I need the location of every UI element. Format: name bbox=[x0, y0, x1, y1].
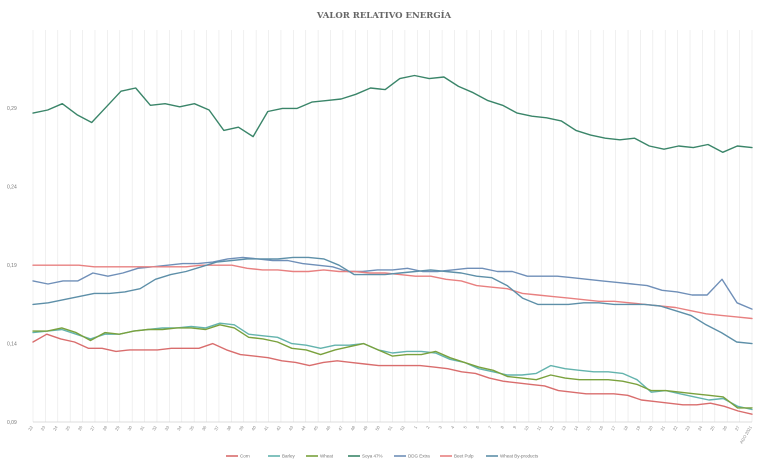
series-line-soya-47 bbox=[32, 74, 753, 154]
x-tick-label: 39 bbox=[238, 424, 245, 431]
y-tick-label: 0,14 bbox=[7, 341, 17, 347]
x-tick-label: 26 bbox=[721, 424, 728, 431]
x-tick-label: 31 bbox=[139, 424, 146, 431]
x-tick-label: 14 bbox=[573, 424, 580, 431]
x-tick-label: 7 bbox=[487, 424, 493, 429]
x-tick-label: 5 bbox=[462, 424, 468, 429]
x-tick-label: 37 bbox=[213, 424, 220, 431]
x-tick-label: 22 bbox=[27, 424, 34, 431]
x-tick-label: 18 bbox=[622, 424, 629, 431]
legend-label: Wheat By-products bbox=[500, 454, 539, 459]
x-tick-label: 3 bbox=[437, 424, 443, 429]
x-tick-label: 40 bbox=[250, 424, 257, 431]
legend-label: Corn bbox=[240, 454, 250, 459]
x-tick-label: 15 bbox=[585, 424, 592, 431]
x-tick-label: 36 bbox=[201, 424, 208, 431]
x-tick-label: 13 bbox=[560, 424, 567, 431]
x-tick-label: 22 bbox=[672, 424, 679, 431]
y-tick-label: 0,19 bbox=[7, 263, 17, 269]
legend-label: Wheat bbox=[320, 454, 334, 459]
x-tick-label: 27 bbox=[89, 424, 96, 431]
legend-label: DDG Extra bbox=[408, 454, 430, 459]
x-tick-label: 34 bbox=[176, 424, 183, 431]
x-tick-label: 41 bbox=[263, 424, 270, 431]
legend-label: Soya 47% bbox=[362, 454, 383, 459]
x-tick-label: 25 bbox=[64, 424, 71, 431]
x-tick-label: 47 bbox=[337, 424, 344, 431]
x-tick-label: 44 bbox=[300, 424, 307, 431]
x-tick-label: 26 bbox=[77, 424, 84, 431]
x-tick-label: 23 bbox=[684, 424, 691, 431]
x-tick-label: 42 bbox=[275, 424, 282, 431]
series-line-wheat-by-products bbox=[32, 256, 753, 345]
x-tick-label: 24 bbox=[697, 424, 704, 431]
grid-lines bbox=[32, 30, 753, 423]
series-lines bbox=[32, 74, 753, 415]
x-tick-label: 12 bbox=[548, 424, 555, 431]
x-tick-label: 20 bbox=[647, 424, 654, 431]
x-tick-label: 38 bbox=[226, 424, 233, 431]
x-tick-label: 46 bbox=[325, 424, 332, 431]
legend: Corn Barley Wheat Soya 47% DDG Extra Beet Pul… bbox=[226, 454, 539, 459]
x-tick-label: 32 bbox=[151, 424, 158, 431]
x-tick-label: 30 bbox=[126, 424, 133, 431]
x-tick-label: 29 bbox=[114, 424, 121, 431]
x-tick-label: 11 bbox=[536, 424, 543, 431]
x-tick-label: 25 bbox=[709, 424, 716, 431]
x-tick-label: 52 bbox=[399, 424, 406, 431]
y-tick-label: 0,29 bbox=[7, 106, 17, 112]
x-tick-label: 48 bbox=[350, 424, 357, 431]
x-tick-label: 45 bbox=[312, 424, 319, 431]
x-tick-label: 28 bbox=[102, 424, 109, 431]
y-tick-label: 0,09 bbox=[7, 420, 17, 426]
x-tick-label: 33 bbox=[164, 424, 171, 431]
x-tick-label: 17 bbox=[610, 424, 617, 431]
x-tick-label: 16 bbox=[597, 424, 604, 431]
series-line-wheat bbox=[32, 324, 753, 409]
x-tick-label: 24 bbox=[52, 424, 59, 431]
x-tick-label: 2 bbox=[425, 424, 431, 429]
x-tick-label: 19 bbox=[635, 424, 642, 431]
x-tick-label: 4 bbox=[450, 424, 456, 429]
series-line-corn bbox=[32, 333, 753, 415]
x-tick-label: 8 bbox=[499, 424, 505, 429]
x-tick-label: 10 bbox=[523, 424, 530, 431]
x-tick-label: 43 bbox=[288, 424, 295, 431]
x-tick-label: 9 bbox=[512, 424, 518, 429]
legend-label: Beet Pulp bbox=[454, 454, 474, 459]
legend-label: Barley bbox=[282, 454, 296, 459]
y-tick-label: 0,24 bbox=[7, 185, 17, 191]
x-tick-label: 50 bbox=[374, 424, 381, 431]
x-tick-label: 27 bbox=[734, 424, 741, 431]
x-tick-label: 23 bbox=[40, 424, 47, 431]
chart-title: VALOR RELATIVO ENERGÍA bbox=[316, 9, 452, 21]
x-tick-label: 51 bbox=[387, 424, 394, 431]
x-tick-label: 1 bbox=[413, 424, 419, 429]
x-tick-label: 6 bbox=[475, 424, 481, 429]
x-axis: 22 23 24 25 26 27 28 29 30 31 32 33 34 35 36 37 38 39 40 41… bbox=[27, 424, 753, 444]
x-tick-label: 21 bbox=[659, 424, 666, 431]
x-tick-label: 49 bbox=[362, 424, 369, 431]
x-tick-label: 35 bbox=[188, 424, 195, 431]
y-axis: 0,09 0,14 0,19 0,24 0,29 bbox=[7, 106, 17, 426]
